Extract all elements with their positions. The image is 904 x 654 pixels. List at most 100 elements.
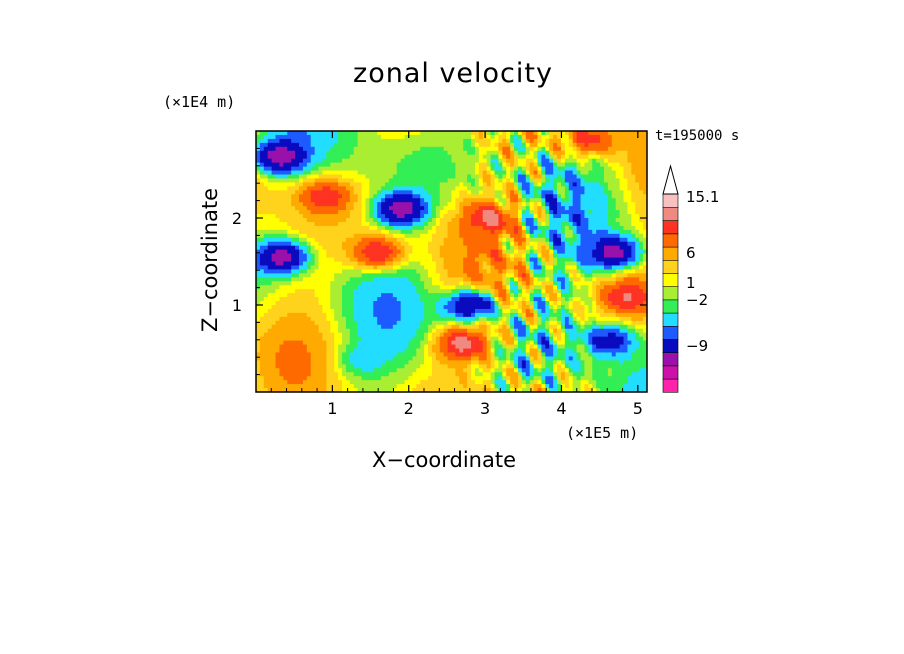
field-cell xyxy=(259,312,265,318)
field-cell xyxy=(271,218,277,223)
field-cell xyxy=(459,328,464,334)
field-cell xyxy=(541,312,546,318)
field-cell xyxy=(302,237,308,243)
field-cell xyxy=(388,182,394,187)
field-cell xyxy=(424,131,429,136)
field-cell xyxy=(416,146,421,152)
field-cell xyxy=(412,245,417,251)
field-cell xyxy=(271,257,277,263)
field-cell xyxy=(545,269,550,274)
field-cell xyxy=(373,308,378,314)
field-cell xyxy=(474,368,480,373)
field-cell xyxy=(256,253,261,259)
field-cell xyxy=(486,218,492,223)
field-cell xyxy=(291,186,296,191)
field-cell xyxy=(291,305,296,310)
field-cell xyxy=(287,289,292,294)
field-cell xyxy=(314,194,320,199)
field-cell xyxy=(275,336,281,342)
field-cell xyxy=(459,289,464,294)
field-cell xyxy=(467,312,472,318)
field-cell xyxy=(514,225,519,231)
field-cell xyxy=(271,233,277,239)
field-cell xyxy=(471,245,476,251)
field-cell xyxy=(525,142,531,148)
field-cell xyxy=(521,158,527,164)
field-cell xyxy=(408,194,413,199)
field-cell xyxy=(478,253,484,259)
field-cell xyxy=(287,328,292,334)
field-cell xyxy=(392,368,398,373)
field-cell xyxy=(435,138,441,144)
field-cell xyxy=(302,297,308,302)
field-cell xyxy=(447,233,453,239)
field-cell xyxy=(404,312,410,318)
field-cell xyxy=(467,182,472,187)
field-cell xyxy=(267,150,273,156)
field-cell xyxy=(498,340,503,346)
field-cell xyxy=(385,241,390,247)
field-cell xyxy=(420,388,425,392)
field-cell xyxy=(416,138,421,144)
field-cell xyxy=(529,344,535,350)
field-cell xyxy=(494,162,500,168)
field-cell xyxy=(306,131,312,136)
field-cell xyxy=(385,368,390,373)
field-cell xyxy=(295,194,300,199)
field-cell xyxy=(412,376,417,381)
field-cell xyxy=(521,301,527,306)
field-cell xyxy=(459,221,464,227)
field-cell xyxy=(521,221,527,227)
field-cell xyxy=(447,178,453,183)
field-cell xyxy=(259,150,265,156)
field-cell xyxy=(365,233,370,239)
field-cell xyxy=(353,253,359,259)
field-cell xyxy=(455,166,460,172)
field-cell xyxy=(420,384,425,389)
field-cell xyxy=(451,269,457,274)
field-cell xyxy=(490,158,496,164)
field-cell xyxy=(357,202,363,207)
field-cell xyxy=(471,194,476,199)
field-cell xyxy=(474,162,480,168)
field-cell xyxy=(334,261,339,267)
field-cell xyxy=(443,166,449,172)
field-cell xyxy=(345,312,351,318)
field-cell xyxy=(467,210,472,215)
field-cell xyxy=(537,312,543,318)
field-cell xyxy=(299,182,304,187)
field-cell xyxy=(357,316,363,322)
field-cell xyxy=(271,198,277,203)
field-cell xyxy=(510,273,515,278)
field-cell xyxy=(541,364,546,369)
field-cell xyxy=(388,297,394,302)
field-cell xyxy=(291,277,296,282)
field-cell xyxy=(263,328,269,334)
field-cell xyxy=(400,237,406,243)
field-cell xyxy=(381,297,386,302)
field-cell xyxy=(381,158,386,164)
field-cell xyxy=(510,182,515,187)
field-cell xyxy=(287,384,292,389)
field-cell xyxy=(306,261,312,267)
field-cell xyxy=(267,253,273,259)
field-cell xyxy=(283,253,288,259)
field-cell xyxy=(361,134,367,140)
field-cell xyxy=(342,146,347,152)
field-cell xyxy=(474,134,480,140)
field-cell xyxy=(314,308,320,314)
field-cell xyxy=(295,198,300,203)
field-cell xyxy=(267,198,273,203)
field-cell xyxy=(486,249,492,255)
field-cell xyxy=(291,170,296,176)
field-cell xyxy=(338,308,343,314)
field-cell xyxy=(349,206,355,211)
field-cell xyxy=(490,241,496,247)
field-cell xyxy=(529,214,535,219)
field-cell xyxy=(388,178,394,183)
field-cell xyxy=(263,166,269,172)
field-cell xyxy=(385,210,390,215)
field-cell xyxy=(271,190,277,195)
field-cell xyxy=(471,344,476,350)
field-cell xyxy=(326,388,331,392)
